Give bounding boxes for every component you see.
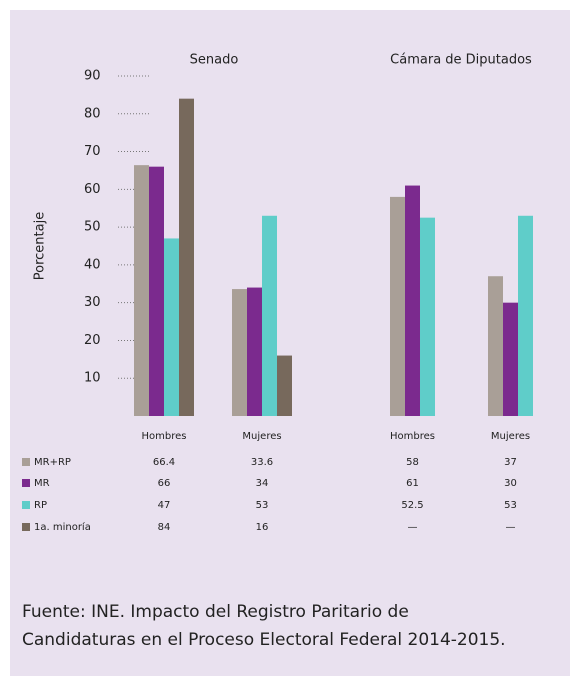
source: Candidaturas en el Proceso Electoral Fed… — [22, 630, 506, 650]
bar — [247, 287, 262, 416]
y-axis-label: Porcentaje — [33, 212, 48, 280]
table-value: 84 — [158, 522, 171, 533]
y-tick-label: 40 — [84, 257, 101, 272]
bar — [390, 196, 405, 416]
table-value: 53 — [504, 500, 517, 511]
table-value: 66.4 — [153, 457, 175, 468]
bar — [518, 215, 533, 416]
group-title: Senado — [190, 53, 239, 68]
table-value: 52.5 — [401, 500, 423, 511]
table-value: 58 — [406, 457, 419, 468]
table-value: 37 — [504, 457, 517, 468]
y-tick-label: 60 — [84, 182, 101, 197]
table-value: — — [506, 522, 516, 533]
source: Fuente: INE. Impacto del Registro Parita… — [22, 602, 409, 622]
x-tick-label: Mujeres — [242, 431, 281, 442]
legend-swatch — [22, 458, 30, 466]
y-tick-label: 10 — [84, 371, 101, 386]
bar — [134, 165, 149, 416]
legend-swatch — [22, 501, 30, 509]
y-tick-label: 20 — [84, 333, 101, 348]
table-value: 16 — [256, 522, 269, 533]
legend-label: RP — [34, 500, 47, 511]
table-value: 53 — [256, 500, 269, 511]
legend-label: MR — [34, 478, 50, 489]
bar — [405, 185, 420, 416]
y-tick-label: 70 — [84, 144, 101, 159]
y-tick-label: 90 — [84, 69, 101, 84]
x-tick-label: Hombres — [390, 431, 435, 442]
bar — [179, 98, 194, 417]
table-value: 61 — [406, 478, 419, 489]
background — [10, 10, 570, 676]
legend-swatch — [22, 523, 30, 531]
bar — [149, 166, 164, 416]
table-value: 66 — [158, 478, 171, 489]
bar — [420, 217, 435, 416]
x-tick-label: Hombres — [142, 431, 187, 442]
table-value: 30 — [504, 478, 517, 489]
bar — [503, 302, 518, 416]
y-tick-label: 50 — [84, 220, 101, 235]
bar — [277, 355, 292, 416]
table-value: 47 — [158, 500, 171, 511]
y-tick-label: 80 — [84, 106, 101, 121]
table-value: 34 — [256, 478, 269, 489]
bar — [164, 238, 179, 416]
bar — [488, 276, 503, 416]
legend-label: 1a. minoría — [34, 521, 91, 533]
y-tick-label: 30 — [84, 295, 101, 310]
group-title: Cámara de Diputados — [390, 53, 532, 68]
x-tick-label: Mujeres — [491, 431, 530, 442]
legend-label: MR+RP — [34, 457, 71, 468]
table-value: 33.6 — [251, 457, 273, 468]
legend-swatch — [22, 479, 30, 487]
table-value: — — [408, 522, 418, 533]
bar — [262, 215, 277, 416]
bar — [232, 289, 247, 416]
